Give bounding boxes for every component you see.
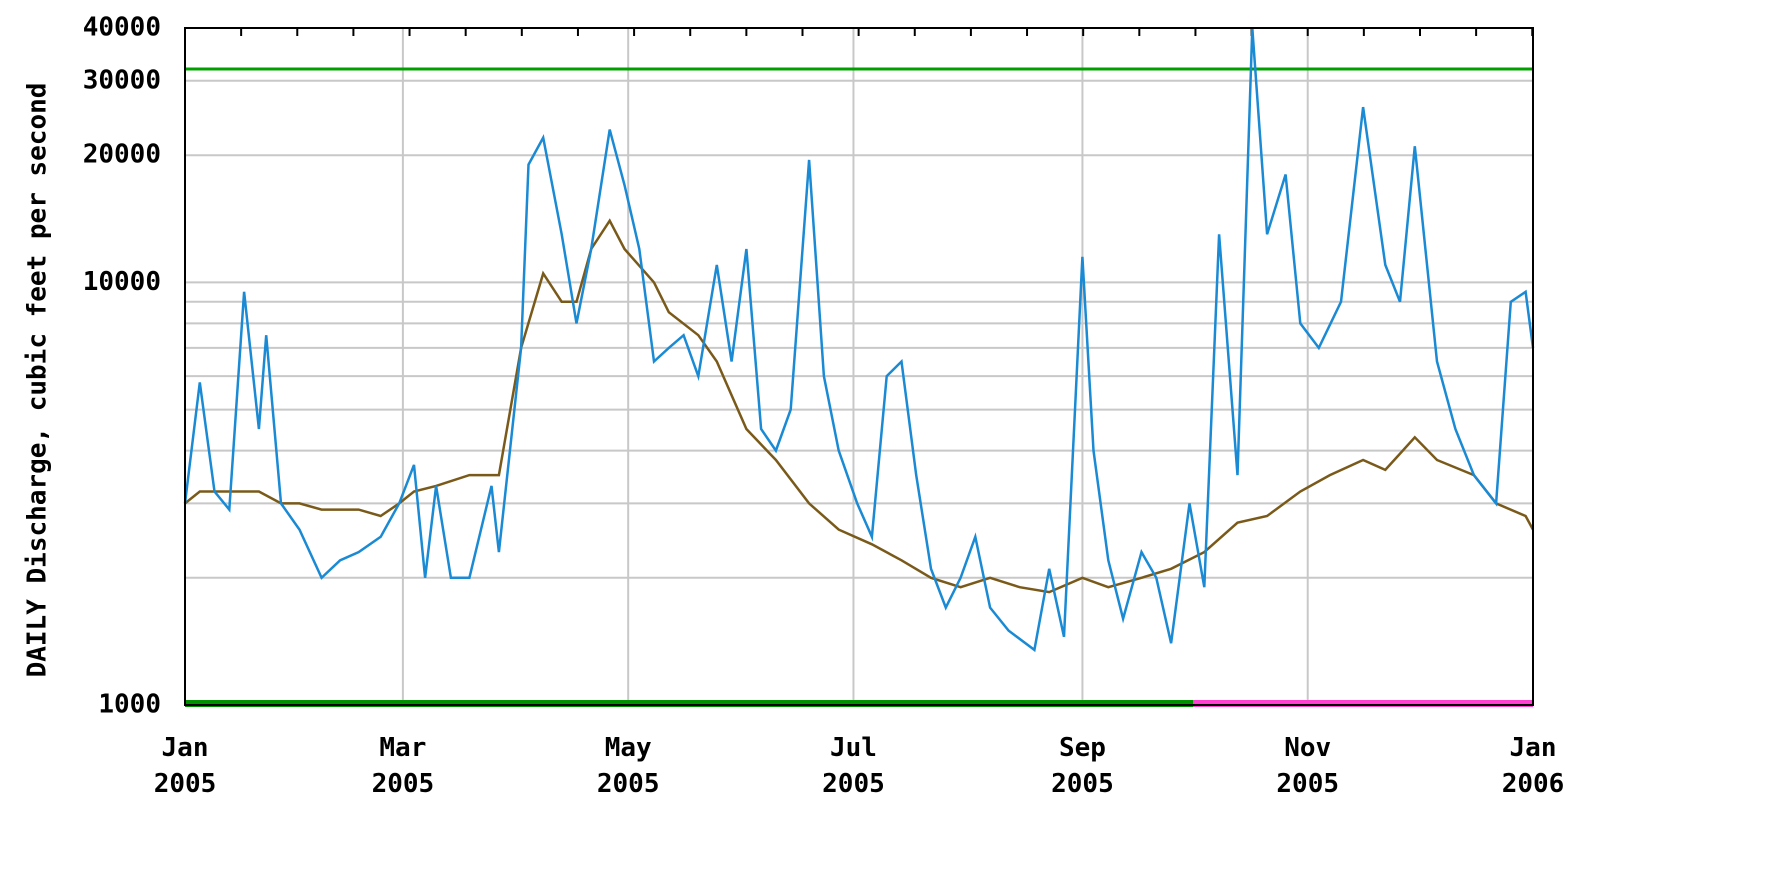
x-tick-label: Jul 2005	[822, 733, 885, 799]
y-axis-label: DAILY Discharge, cubic feet per second	[23, 83, 53, 678]
series-line	[184, 218, 1535, 594]
y-tick-label: 20000	[83, 140, 161, 170]
x-tick-label: Nov 2005	[1276, 733, 1340, 799]
x-tick-label: Mar 2005	[371, 733, 435, 799]
x-tick-label: Jan 2006	[1501, 733, 1565, 799]
status-bar	[1193, 700, 1533, 707]
x-tick-label: May 2005	[596, 733, 660, 799]
x-tick-label: Sep 2005	[1051, 733, 1114, 799]
y-tick-label: 30000	[83, 65, 161, 95]
y-tick-label: 10000	[83, 267, 161, 297]
x-tick-label: Jan 2005	[153, 733, 217, 799]
y-tick-label: 40000	[83, 13, 161, 43]
series-line	[183, 27, 1535, 653]
status-bar	[185, 700, 1194, 707]
y-tick-label: 1000	[98, 690, 161, 720]
plot-frame	[184, 27, 1534, 706]
